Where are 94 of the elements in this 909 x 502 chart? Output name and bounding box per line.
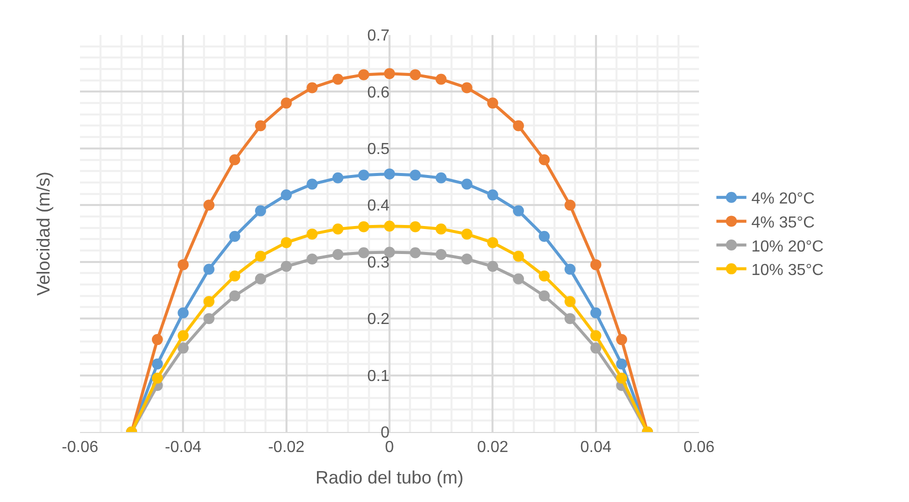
- x-tick-label: 0.02: [477, 439, 508, 456]
- point: [538, 290, 550, 302]
- point: [280, 260, 292, 272]
- point: [512, 120, 524, 132]
- point: [461, 82, 472, 94]
- point: [538, 154, 550, 166]
- point: [358, 247, 370, 258]
- point: [461, 178, 472, 190]
- point: [178, 307, 189, 318]
- legend-label: 10% 20°C: [751, 238, 824, 256]
- point: [332, 223, 344, 234]
- point: [203, 313, 214, 324]
- point: [306, 82, 318, 94]
- point: [358, 221, 370, 232]
- point: [178, 259, 189, 270]
- point: [564, 200, 576, 211]
- legend-label: 4% 35°C: [751, 214, 815, 232]
- point: [461, 254, 472, 265]
- point: [436, 248, 447, 260]
- point: [410, 247, 421, 258]
- point: [616, 358, 628, 370]
- point: [152, 334, 163, 346]
- point: [590, 307, 602, 318]
- x-tick-label: 0.04: [580, 439, 612, 456]
- legend-label: 10% 35°C: [751, 262, 824, 280]
- y-tick-label: 0.4: [367, 198, 390, 215]
- point: [306, 228, 318, 240]
- point: [461, 228, 472, 240]
- x-tick-label: -0.02: [268, 439, 305, 456]
- point: [203, 200, 214, 211]
- point: [332, 74, 344, 85]
- point: [358, 170, 370, 181]
- point: [590, 330, 602, 342]
- x-axis-title: Radio del tubo (m): [315, 467, 464, 488]
- point: [487, 189, 498, 200]
- point: [280, 189, 292, 200]
- point: [280, 237, 292, 248]
- legend-label: 4% 20°C: [751, 190, 815, 208]
- y-tick-label: 0: [380, 424, 390, 442]
- point: [255, 205, 266, 216]
- point: [178, 342, 189, 354]
- point: [384, 168, 395, 180]
- point: [616, 372, 628, 384]
- point: [564, 264, 576, 275]
- point: [152, 358, 163, 370]
- point: [590, 342, 602, 354]
- x-tick-label: 0.06: [683, 439, 715, 456]
- y-tick-label: 0.7: [367, 28, 390, 45]
- y-tick-label: 0.2: [367, 311, 390, 328]
- point: [436, 74, 447, 85]
- point: [512, 273, 524, 284]
- point: [410, 69, 421, 80]
- point: [538, 270, 550, 282]
- point: [332, 248, 344, 260]
- y-tick-label: 0.5: [367, 141, 390, 158]
- point: [280, 98, 292, 109]
- point: [229, 290, 240, 302]
- point: [564, 313, 576, 324]
- point: [436, 172, 447, 184]
- point: [306, 178, 318, 190]
- point: [255, 250, 266, 262]
- point: [358, 69, 370, 80]
- x-tick-label: -0.04: [164, 439, 202, 456]
- point: [410, 170, 421, 181]
- point: [487, 237, 498, 248]
- point: [512, 205, 524, 216]
- point: [152, 372, 163, 384]
- y-tick-label: 0.6: [367, 84, 390, 102]
- y-axis-title: Velocidad (m/s): [34, 172, 54, 296]
- point: [538, 230, 550, 242]
- point: [487, 260, 498, 272]
- point: [384, 220, 395, 232]
- point: [306, 254, 318, 265]
- point: [203, 264, 214, 275]
- point: [255, 273, 266, 284]
- point: [332, 172, 344, 184]
- point: [564, 296, 576, 308]
- y-tick-label: 0.1: [367, 368, 390, 385]
- x-tick-label: -0.06: [62, 439, 98, 456]
- point: [487, 98, 498, 109]
- point: [203, 296, 214, 308]
- point: [410, 221, 421, 232]
- point: [436, 223, 447, 234]
- point: [229, 154, 240, 166]
- point: [590, 259, 602, 270]
- point: [616, 334, 628, 346]
- point: [255, 120, 266, 132]
- point: [384, 246, 395, 258]
- y-tick-label: 0.3: [367, 254, 390, 272]
- point: [512, 250, 524, 262]
- point: [229, 230, 240, 242]
- point: [384, 68, 395, 80]
- point: [178, 330, 189, 342]
- point: [229, 270, 240, 282]
